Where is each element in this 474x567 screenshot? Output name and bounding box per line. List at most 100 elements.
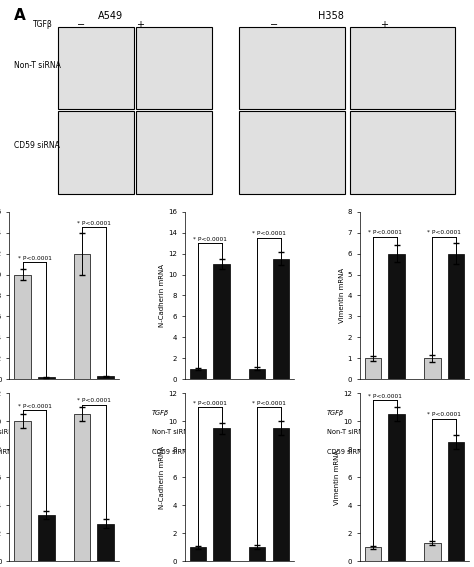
FancyBboxPatch shape xyxy=(350,111,456,194)
Bar xyxy=(389,253,405,379)
Text: +: + xyxy=(214,408,221,417)
FancyBboxPatch shape xyxy=(136,111,212,194)
Text: -: - xyxy=(74,428,76,437)
Text: +: + xyxy=(192,428,199,437)
Text: * P<0.0001: * P<0.0001 xyxy=(77,221,111,226)
Text: +: + xyxy=(137,20,145,30)
Text: TGFβ: TGFβ xyxy=(327,410,344,416)
Text: -: - xyxy=(74,408,76,417)
Text: +: + xyxy=(39,428,46,437)
Text: +: + xyxy=(444,408,451,417)
FancyBboxPatch shape xyxy=(239,111,345,194)
Text: Non-T siRNA: Non-T siRNA xyxy=(0,429,17,435)
FancyBboxPatch shape xyxy=(58,111,134,194)
Bar xyxy=(190,547,206,561)
Bar xyxy=(97,523,114,561)
Text: -: - xyxy=(369,408,372,417)
Text: * P<0.0001: * P<0.0001 xyxy=(193,236,227,242)
Text: CD59 siRNA: CD59 siRNA xyxy=(0,448,16,455)
Bar xyxy=(424,358,441,379)
Text: * P<0.0001: * P<0.0001 xyxy=(252,401,286,406)
FancyBboxPatch shape xyxy=(239,27,345,109)
Text: CD59 siRNA: CD59 siRNA xyxy=(152,448,191,455)
Text: +: + xyxy=(17,428,24,437)
Bar xyxy=(273,429,289,561)
Bar xyxy=(273,259,289,379)
Text: H358: H358 xyxy=(319,11,344,22)
Bar xyxy=(424,543,441,561)
Bar xyxy=(249,547,265,561)
Text: CD59 siRNA: CD59 siRNA xyxy=(327,448,366,455)
Text: +: + xyxy=(94,447,100,456)
Text: -: - xyxy=(271,428,273,437)
Bar xyxy=(97,376,114,379)
Text: -: - xyxy=(19,447,22,456)
Text: +: + xyxy=(39,408,46,417)
Text: * P<0.0001: * P<0.0001 xyxy=(252,231,286,236)
Text: -: - xyxy=(424,408,427,417)
FancyBboxPatch shape xyxy=(136,27,212,109)
Text: -: - xyxy=(424,428,427,437)
Text: * P<0.0001: * P<0.0001 xyxy=(77,399,111,403)
Y-axis label: Vimentin mRNA: Vimentin mRNA xyxy=(339,268,345,323)
Text: * P<0.0001: * P<0.0001 xyxy=(18,256,52,261)
Bar xyxy=(448,442,465,561)
Bar xyxy=(389,414,405,561)
Text: +: + xyxy=(367,428,374,437)
Text: -: - xyxy=(391,447,394,456)
Text: -: - xyxy=(194,408,197,417)
Bar xyxy=(38,515,55,561)
Text: Non-T siRNA: Non-T siRNA xyxy=(14,61,61,70)
Text: −: − xyxy=(77,20,85,30)
Bar xyxy=(38,377,55,379)
Bar xyxy=(73,253,90,379)
Text: Non-T siRNA: Non-T siRNA xyxy=(152,429,192,435)
Bar xyxy=(190,369,206,379)
FancyBboxPatch shape xyxy=(350,27,456,109)
Text: -: - xyxy=(249,428,252,437)
Text: -: - xyxy=(446,428,449,437)
Text: +: + xyxy=(247,447,254,456)
Text: +: + xyxy=(214,428,221,437)
Text: * P<0.0001: * P<0.0001 xyxy=(18,404,52,409)
Text: -: - xyxy=(41,447,44,456)
Text: -: - xyxy=(249,408,252,417)
Text: -: - xyxy=(216,447,219,456)
Text: +: + xyxy=(380,20,388,30)
Bar xyxy=(249,369,265,379)
Text: A: A xyxy=(14,7,26,23)
FancyBboxPatch shape xyxy=(58,27,134,109)
Y-axis label: N-Cadherin mRNA: N-Cadherin mRNA xyxy=(159,446,165,509)
Text: −: − xyxy=(270,20,278,30)
Text: -: - xyxy=(194,447,197,456)
Text: -: - xyxy=(369,447,372,456)
Text: +: + xyxy=(269,447,275,456)
Text: A549: A549 xyxy=(98,11,123,22)
Text: -: - xyxy=(96,428,99,437)
Text: +: + xyxy=(72,447,78,456)
Text: +: + xyxy=(444,447,451,456)
Text: * P<0.0001: * P<0.0001 xyxy=(193,401,227,406)
Bar xyxy=(213,264,230,379)
Bar xyxy=(448,253,465,379)
Text: +: + xyxy=(390,428,396,437)
Bar xyxy=(14,274,31,379)
Bar xyxy=(73,414,90,561)
Text: Non-T siRNA: Non-T siRNA xyxy=(327,429,367,435)
Bar xyxy=(14,421,31,561)
Text: +: + xyxy=(94,408,100,417)
Text: * P<0.0001: * P<0.0001 xyxy=(427,230,461,235)
Text: +: + xyxy=(269,408,275,417)
Y-axis label: Vimentin mRNA: Vimentin mRNA xyxy=(334,450,340,505)
Bar xyxy=(213,429,230,561)
Text: +: + xyxy=(390,408,396,417)
Bar xyxy=(365,358,382,379)
Text: * P<0.0001: * P<0.0001 xyxy=(368,230,402,235)
Text: +: + xyxy=(422,447,428,456)
Text: TGFβ: TGFβ xyxy=(32,20,52,29)
Text: TGFβ: TGFβ xyxy=(152,410,169,416)
Bar xyxy=(365,547,382,561)
Text: * P<0.0001: * P<0.0001 xyxy=(427,412,461,417)
Text: -: - xyxy=(19,408,22,417)
Text: * P<0.0001: * P<0.0001 xyxy=(368,394,402,399)
